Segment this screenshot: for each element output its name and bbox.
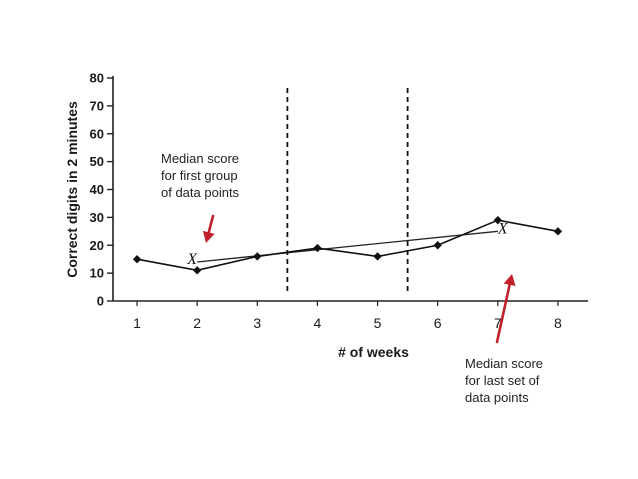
x-tick-label: 3 [253,315,261,331]
arrow-last-set [495,274,516,344]
data-point [132,254,142,264]
data-point [192,266,202,275]
median-trend-line: XX [186,220,509,268]
y-tick-label: 20 [90,238,104,253]
y-tick-label: 70 [90,98,104,113]
y-tick-label: 60 [90,126,104,141]
phase-change-lines [286,88,409,293]
x-tick-label: 5 [374,315,382,331]
data-point [313,243,322,253]
data-point [553,227,563,236]
y-tick-label: 30 [90,210,104,225]
y-tick-label: 40 [90,182,104,197]
y-tick-label: 0 [97,294,104,309]
data-point [493,215,503,225]
arrowhead [202,230,215,243]
x-tick-label: 8 [554,315,562,331]
chart-axes: 0 10 20 30 40 50 60 70 80 1 2 3 4 5 6 7 8 # of weeks Corre… [64,71,588,360]
data-series [132,215,563,275]
y-axis-title: Correct digits in 2 minutes [64,101,80,278]
annotation-arrows [202,214,516,344]
median-line [197,230,498,263]
series-line [136,219,559,272]
data-point [433,241,442,250]
y-tick-label: 80 [90,71,104,86]
median-marker-first: X [186,251,198,268]
annotation-last-set-median: Median score for last set of data points [465,356,544,405]
x-axis-title: # of weeks [338,344,409,360]
x-tick-label: 2 [193,315,201,331]
arrowhead [503,274,516,287]
data-point [373,252,382,261]
arrow-first-group [202,214,215,243]
x-tick-label: 4 [314,315,322,331]
x-tick-label: 7 [494,315,502,331]
arrow-shaft [495,283,511,344]
data-point [253,252,262,261]
arrow-shaft [207,214,215,234]
x-tick-label: 6 [434,315,442,331]
median-marker-last: X [497,220,509,237]
y-tick-label: 50 [90,154,104,169]
annotation-first-group-median: Median score for first group of data poi… [161,151,240,200]
x-tick-label: 1 [133,315,141,331]
y-tick-label: 10 [90,266,104,281]
